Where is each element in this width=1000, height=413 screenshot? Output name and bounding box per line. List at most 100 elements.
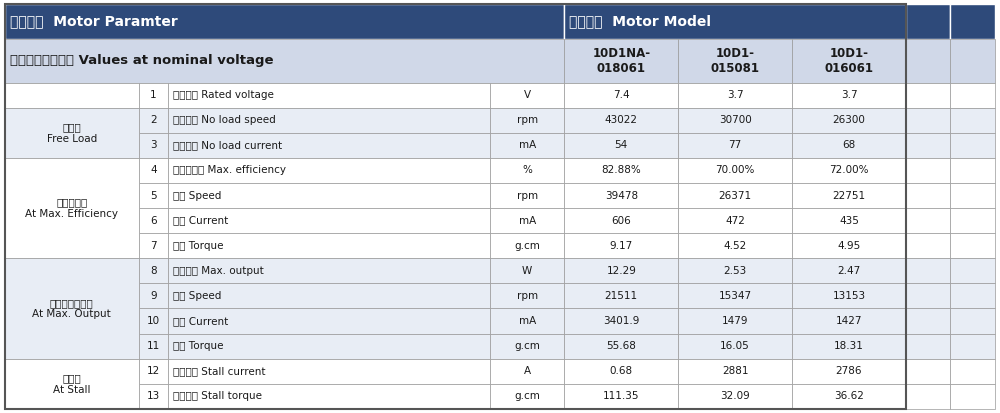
Bar <box>906 233 950 258</box>
Bar <box>564 233 678 258</box>
Bar <box>906 4 950 39</box>
Bar <box>950 158 995 183</box>
Text: 606: 606 <box>611 216 631 225</box>
Bar <box>678 133 792 158</box>
Bar <box>950 83 995 108</box>
Text: 11: 11 <box>147 341 160 351</box>
Bar <box>950 108 995 133</box>
Bar <box>564 158 678 183</box>
Text: 72.00%: 72.00% <box>829 166 869 176</box>
Text: W: W <box>522 266 532 276</box>
Text: rpm: rpm <box>517 190 538 201</box>
Bar <box>792 258 906 283</box>
Text: 空载点
Free Load: 空载点 Free Load <box>47 122 97 144</box>
Text: 30700: 30700 <box>719 115 752 125</box>
Bar <box>792 183 906 208</box>
Text: rpm: rpm <box>517 115 538 125</box>
Text: 10D1-
016061: 10D1- 016061 <box>824 47 873 75</box>
Bar <box>678 233 792 258</box>
Bar <box>950 4 995 39</box>
Bar <box>792 309 906 334</box>
Bar <box>906 384 950 409</box>
Bar <box>906 108 950 133</box>
Bar <box>139 83 168 108</box>
Bar <box>5 358 139 409</box>
Text: rpm: rpm <box>517 291 538 301</box>
Text: 70.00%: 70.00% <box>715 166 755 176</box>
Text: 转矩 Torque: 转矩 Torque <box>173 341 224 351</box>
Bar <box>906 208 950 233</box>
Text: 控载电流 No load current: 控载电流 No load current <box>173 140 282 150</box>
Bar <box>564 108 678 133</box>
Bar <box>792 233 906 258</box>
Bar <box>906 258 950 283</box>
Bar <box>490 208 564 233</box>
Text: 额定电压 Rated voltage: 额定电压 Rated voltage <box>173 90 274 100</box>
Text: 最大效率点 Max. efficiency: 最大效率点 Max. efficiency <box>173 166 286 176</box>
Bar <box>950 358 995 384</box>
Bar <box>950 233 995 258</box>
Bar <box>5 39 564 83</box>
Bar <box>168 83 490 108</box>
Text: 10D1NA-
018061: 10D1NA- 018061 <box>592 47 650 75</box>
Bar <box>678 39 792 83</box>
Bar <box>678 83 792 108</box>
Text: 13: 13 <box>147 392 160 401</box>
Text: 5: 5 <box>150 190 157 201</box>
Text: 3: 3 <box>150 140 157 150</box>
Text: 1427: 1427 <box>836 316 862 326</box>
Text: 10: 10 <box>147 316 160 326</box>
Text: 9: 9 <box>150 291 157 301</box>
Text: g.cm: g.cm <box>514 241 540 251</box>
Text: 12.29: 12.29 <box>606 266 636 276</box>
Bar <box>490 384 564 409</box>
Bar <box>564 309 678 334</box>
Text: 电机参数  Motor Paramter: 电机参数 Motor Paramter <box>10 15 178 28</box>
Bar <box>678 334 792 358</box>
Bar <box>490 158 564 183</box>
Bar <box>139 384 168 409</box>
Bar <box>950 258 995 283</box>
Text: 435: 435 <box>839 216 859 225</box>
Text: 472: 472 <box>725 216 745 225</box>
Text: 68: 68 <box>842 140 856 150</box>
Text: %: % <box>522 166 532 176</box>
Text: 7: 7 <box>150 241 157 251</box>
Bar <box>168 183 490 208</box>
Bar <box>5 158 139 258</box>
Text: 7.4: 7.4 <box>613 90 630 100</box>
Text: 3401.9: 3401.9 <box>603 316 639 326</box>
Bar <box>564 83 678 108</box>
Text: mA: mA <box>519 140 536 150</box>
Bar <box>490 108 564 133</box>
Bar <box>906 133 950 158</box>
Bar <box>792 133 906 158</box>
Bar <box>139 309 168 334</box>
Text: 0.68: 0.68 <box>610 366 633 376</box>
Bar <box>490 83 564 108</box>
Bar <box>564 133 678 158</box>
Text: 3.7: 3.7 <box>841 90 857 100</box>
Text: 转矩 Torque: 转矩 Torque <box>173 241 224 251</box>
Bar <box>906 158 950 183</box>
Bar <box>139 258 168 283</box>
Bar <box>950 183 995 208</box>
Text: 6: 6 <box>150 216 157 225</box>
Text: 最大功率 Max. output: 最大功率 Max. output <box>173 266 264 276</box>
Bar <box>792 358 906 384</box>
Bar <box>792 39 906 83</box>
Bar <box>168 384 490 409</box>
Text: 额定电压下的数值 Values at nominal voltage: 额定电压下的数值 Values at nominal voltage <box>10 55 274 67</box>
Bar <box>678 283 792 309</box>
Text: 电流 Current: 电流 Current <box>173 216 229 225</box>
Text: 16.05: 16.05 <box>720 341 750 351</box>
Bar <box>950 334 995 358</box>
Bar <box>139 358 168 384</box>
Text: 26371: 26371 <box>719 190 752 201</box>
Text: 22751: 22751 <box>832 190 866 201</box>
Text: 最大输出功率点
At Max. Output: 最大输出功率点 At Max. Output <box>32 298 111 319</box>
Bar <box>139 183 168 208</box>
Bar <box>490 358 564 384</box>
Bar <box>168 233 490 258</box>
Text: 8: 8 <box>150 266 157 276</box>
